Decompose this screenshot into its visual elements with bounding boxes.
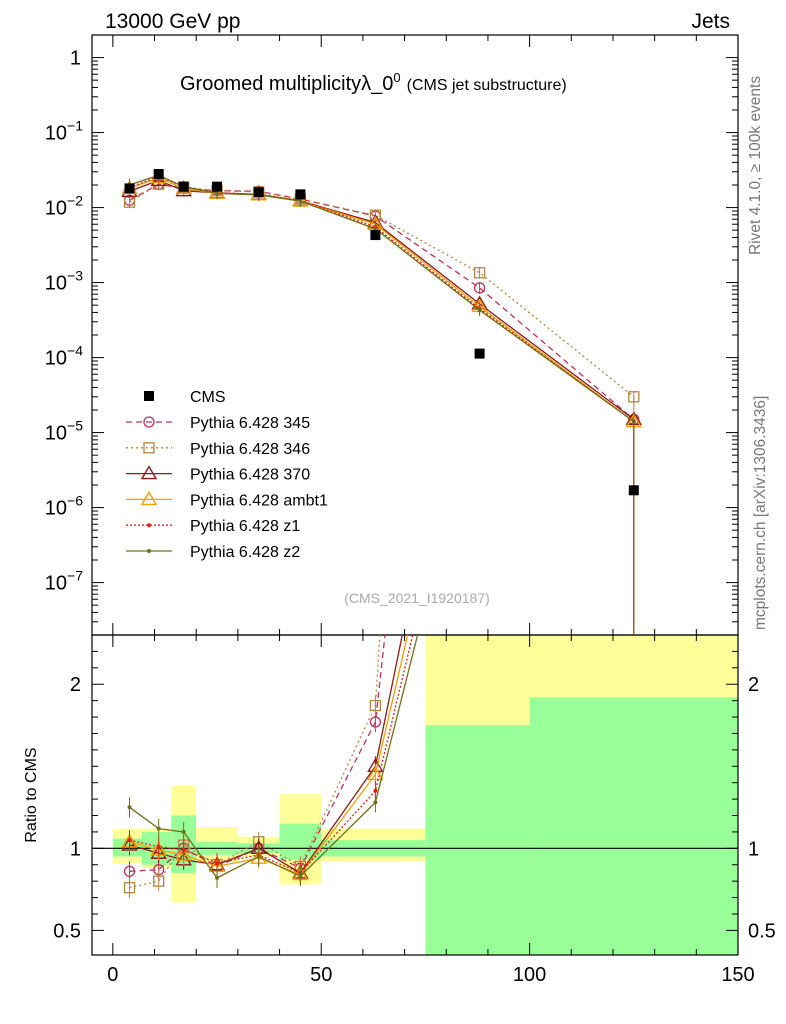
mc-series-line [129,183,635,420]
mc-series-line [129,179,635,420]
mc-point [373,226,378,231]
ratio-series-group [121,251,487,898]
cms-data-point [370,230,381,241]
legend-marker [147,523,151,528]
mc-ratio-point [473,251,487,263]
ratio-ylabel: Ratio to CMS [23,747,40,842]
main-series-group [121,169,643,635]
legend-label: Pythia 6.428 ambt1 [190,492,328,509]
main-plot-frame [91,34,739,636]
stat-uncertainty-band [529,697,738,955]
x-tick-label: 100 [513,964,546,986]
cms-data-point [295,189,306,200]
stat-uncertainty-band [425,725,530,955]
mc-ratio-point [123,865,136,877]
cms-data-point [153,169,164,180]
ratio-y-tick-label-right: 1 [748,838,759,860]
x-tick-label: 0 [107,964,118,986]
mc-ratio-point [181,847,186,852]
ratio-y-tick-label: 2 [70,674,81,696]
legend-marker-cms [144,391,154,401]
mc-ratio-point [156,826,161,831]
mc-ratio-point [181,829,186,834]
x-tick-label: 50 [310,964,332,986]
mc-point [298,199,303,204]
ratio-y-tick-label: 1 [70,838,81,860]
mc-ratio-point [127,838,132,843]
chart-title: Groomed multiplicityλ_00 (CMS jet substru… [180,70,567,95]
main-y-tick-label: 10−2 [45,193,83,220]
mc-ratio-point [215,875,220,880]
mc-ratio-point [369,716,382,728]
main-y-tick-label: 10−3 [45,268,83,295]
rivet-version-label: Rivet 4.1.0, ≥ 100k events [747,76,764,255]
chart-title-main: Groomed multiplicityλ_0 [180,73,393,95]
mc-ratio-point [478,387,482,391]
chart-title-note: (CMS jet substructure) [407,77,567,94]
mc-ratio-point [473,316,487,328]
main-y-tick-label: 10−1 [45,118,83,145]
mc-point [473,267,486,279]
header-left: 13000 GeV pp [105,10,240,33]
main-y-tick-label: 1 [70,48,81,70]
analysis-watermark: (CMS_2021_I1920187) [344,590,490,606]
mc-ratio-point [369,699,382,712]
header-right: Jets [691,10,730,33]
legend-marker [143,442,155,454]
ratio-y-tick-label-right: 0.5 [748,920,776,942]
legend-marker [147,549,151,553]
legend-marker [143,416,155,428]
legend: CMS Pythia 6.428 345 Pythia 6.428 346 Pythi… [126,389,328,561]
mc-ratio-point [367,766,384,781]
legend-label-cms: CMS [190,389,226,406]
main-y-tick-label: 10−5 [45,418,83,445]
ratio-plot-frame [91,634,739,956]
mc-ratio-point [256,854,261,859]
cms-data-point [124,183,135,194]
mc-ratio-point [215,861,220,866]
mcplots-url-label: mcplots.cern.ch [arXiv:1306.3436] [752,396,769,630]
legend-label: Pythia 6.428 z2 [190,544,300,561]
ratio-uncertainty-bands [92,635,738,955]
legend-label: Pythia 6.428 345 [190,415,310,432]
mc-ratio-point [156,844,161,849]
cms-data-point [628,485,639,496]
cms-data-point [178,181,189,192]
mc-ratio-point [373,788,378,793]
ratio-y-tick-label: 0.5 [53,920,81,942]
main-y-tick-label: 10−7 [45,568,83,595]
legend-marker [140,465,158,480]
cms-data-point [474,348,485,359]
legend-label: Pythia 6.428 z1 [190,518,300,535]
mc-series-line [129,175,635,423]
mc-ratio-point [298,874,303,879]
mc-point [473,282,486,294]
mc-series-line [129,174,635,423]
axes: 0 50 100 150 1 10−1 10−2 10−3 10−4 10−5 10−6 10−7 0.… [45,35,776,986]
main-y-tick-label: 10−6 [45,493,83,520]
mc-ratio-point [153,875,165,887]
x-tick-label: 150 [721,964,754,986]
chart-title-sup: 0 [393,70,400,85]
mc-point [477,308,482,313]
legend-marker [140,491,158,506]
mc-series-line [129,177,635,423]
mc-ratio-point [123,882,136,894]
cms-data-point [212,181,223,192]
ratio-y-tick-label-right: 2 [748,674,759,696]
legend-label: Pythia 6.428 346 [190,441,310,458]
mc-ratio-point [373,800,378,805]
cms-data-point [253,187,264,198]
legend-label: Pythia 6.428 370 [190,467,310,484]
main-y-tick-label: 10−4 [45,343,83,370]
mc-point [215,191,220,196]
mc-ratio-point [127,805,132,810]
